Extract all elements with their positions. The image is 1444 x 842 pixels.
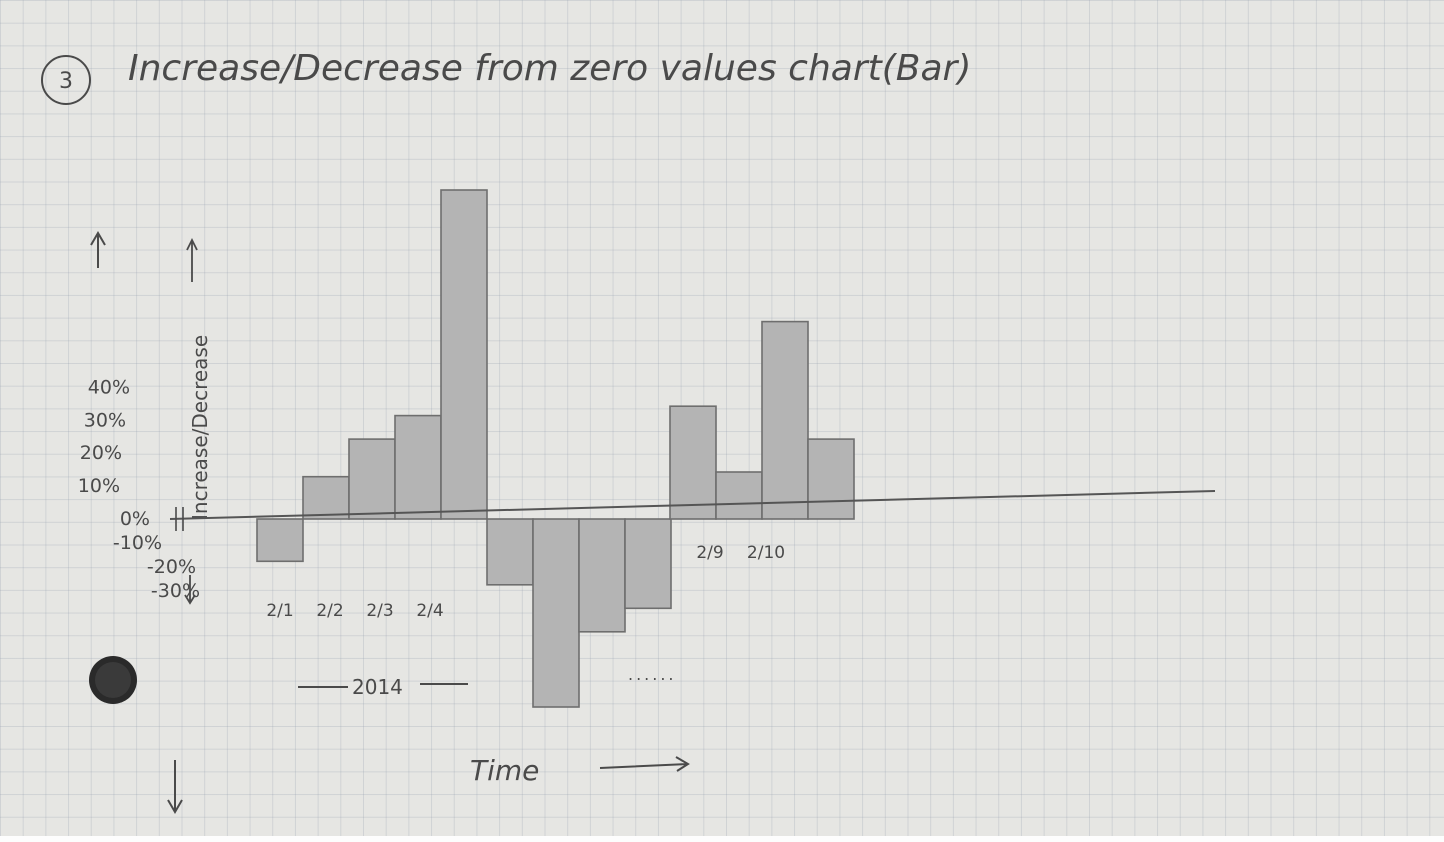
x-tick-label: 2/9 bbox=[696, 543, 723, 563]
x-tick-label: 2/10 bbox=[747, 543, 785, 563]
title-number-circle bbox=[41, 55, 91, 105]
bar bbox=[761, 320, 809, 520]
bar bbox=[256, 518, 304, 563]
group-label: 2014 bbox=[352, 675, 403, 699]
page-bottom-edge bbox=[0, 836, 1444, 842]
zero-baseline bbox=[169, 490, 1216, 520]
y-label-arrows bbox=[184, 237, 198, 605]
y-tick-label: 40% bbox=[88, 376, 130, 398]
title-number: 3 bbox=[59, 69, 73, 94]
x-axis-label: Time bbox=[470, 754, 539, 787]
zero-tick bbox=[175, 507, 184, 531]
y-tick-label: -20% bbox=[147, 556, 196, 578]
x-tick-labels: 2/1 2/2 2/3 2/4 2/9 2/10 bbox=[266, 543, 785, 621]
y-tick-label: 0% bbox=[120, 508, 150, 530]
bar bbox=[532, 518, 580, 708]
bar bbox=[486, 518, 534, 586]
y-tick-label: -30% bbox=[151, 580, 200, 602]
y-axis-up-arrow bbox=[90, 231, 106, 268]
y-axis-down-arrow bbox=[167, 760, 183, 814]
ellipsis: ...... bbox=[628, 665, 677, 684]
y-tick-label: 30% bbox=[84, 409, 126, 431]
x-tick-label: 2/1 bbox=[266, 601, 293, 621]
y-tick-label: 20% bbox=[80, 442, 122, 464]
bar bbox=[394, 414, 442, 520]
y-ticks: 40% 30% 20% 10% 0% -10% -20% -30% bbox=[78, 376, 200, 602]
y-tick-label: 10% bbox=[78, 475, 120, 497]
bar bbox=[715, 471, 763, 520]
bar bbox=[624, 518, 672, 610]
bar bbox=[669, 405, 717, 520]
bar bbox=[807, 438, 855, 520]
y-tick-label: -10% bbox=[113, 532, 162, 554]
bar bbox=[348, 438, 396, 520]
x-tick-label: 2/2 bbox=[316, 601, 343, 621]
time-arrow bbox=[599, 756, 690, 772]
x-tick-label: 2/4 bbox=[416, 601, 443, 621]
bar bbox=[578, 518, 626, 633]
x-tick-label: 2/3 bbox=[366, 601, 393, 621]
bar bbox=[440, 189, 488, 520]
y-axis-label: Increase/Decrease bbox=[188, 335, 212, 520]
bars bbox=[256, 189, 855, 708]
chart-title: Increase/Decrease from zero values chart… bbox=[128, 48, 971, 89]
bar bbox=[302, 475, 350, 520]
